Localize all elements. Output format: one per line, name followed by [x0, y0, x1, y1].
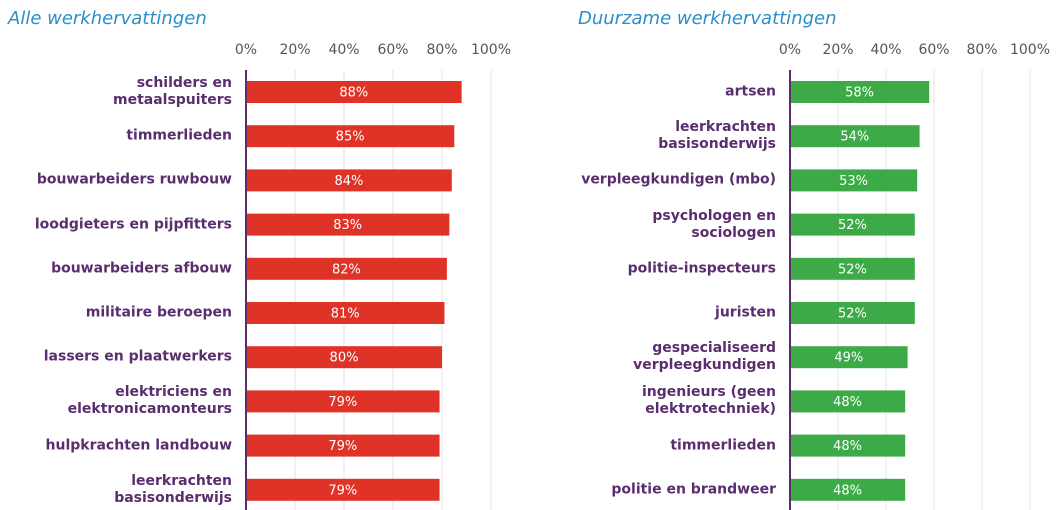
value-label: 52% [838, 218, 867, 233]
category-label: lassers en plaatwerkers [43, 348, 232, 365]
chart-title: Alle werkhervattingen [8, 8, 207, 29]
value-label: 83% [333, 218, 362, 233]
value-label: 58% [845, 86, 874, 101]
value-label: 53% [839, 174, 868, 189]
x-tick-label: 40% [328, 42, 359, 58]
category-label: verpleegkundigen (mbo) [581, 171, 776, 188]
bar [246, 346, 442, 369]
category-label: hulpkrachten landbouw [45, 437, 232, 454]
value-label: 82% [332, 262, 361, 277]
x-tick-label: 40% [870, 42, 901, 58]
bar [790, 81, 930, 103]
value-label: 79% [328, 439, 357, 454]
category-label: leerkrachten basisonderwijs [114, 472, 232, 506]
category-label: elektriciens en elektronicamonteurs [67, 384, 232, 418]
bar [246, 302, 445, 324]
bar [790, 169, 918, 192]
value-label: 84% [334, 174, 363, 189]
bar [790, 125, 920, 148]
bar [790, 346, 908, 369]
value-label: 48% [833, 395, 862, 410]
x-tick-label: 80% [966, 42, 997, 58]
bar [246, 478, 440, 501]
category-label: ingenieurs (geen elektrotechniek) [642, 384, 776, 418]
x-tick-label: 100% [471, 42, 511, 58]
category-label: politie en brandweer [611, 481, 776, 498]
category-label: schilders en metaalspuiters [112, 75, 232, 108]
x-tick-label: 20% [279, 42, 310, 58]
value-label: 79% [328, 483, 357, 498]
category-label: militaire beroepen [85, 304, 232, 321]
x-tick-label: 0% [779, 42, 801, 58]
value-label: 48% [833, 439, 862, 454]
value-label: 48% [833, 483, 862, 498]
bar [790, 478, 906, 501]
value-label: 88% [339, 86, 368, 101]
category-label: loodgieters en pijpfitters [34, 216, 232, 233]
x-tick-label: 0% [235, 42, 257, 58]
x-tick-label: 100% [1010, 42, 1050, 58]
bar [790, 390, 906, 413]
category-label: leerkrachten basisonderwijs [658, 119, 776, 153]
bar [790, 302, 915, 324]
bar [790, 213, 915, 236]
category-label: juristen [715, 304, 776, 321]
value-label: 49% [834, 351, 863, 366]
value-label: 52% [838, 307, 867, 322]
category-label: politie-inspecteurs [627, 260, 776, 277]
value-label: 81% [331, 307, 360, 322]
value-label: 85% [336, 130, 365, 145]
x-tick-label: 80% [426, 42, 457, 58]
x-tick-label: 20% [822, 42, 853, 58]
category-label: gespecialiseerd verpleegkundigen [633, 340, 776, 374]
category-label: timmerlieden [126, 127, 232, 144]
bar [246, 213, 450, 236]
bar [246, 81, 462, 103]
bar [246, 169, 452, 192]
bar [790, 434, 906, 457]
x-tick-label: 60% [377, 42, 408, 58]
category-label: psychologen en sociologen [652, 207, 776, 241]
category-label: bouwarbeiders afbouw [51, 260, 232, 277]
bar [246, 257, 447, 280]
chart-title: Duurzame werkhervattingen [578, 8, 837, 29]
bar [246, 125, 455, 148]
x-tick-label: 60% [918, 42, 949, 58]
category-label: artsen [725, 83, 776, 100]
category-label: bouwarbeiders ruwbouw [36, 171, 232, 188]
value-label: 54% [840, 130, 869, 145]
value-label: 80% [330, 351, 359, 366]
bar [246, 434, 440, 457]
value-label: 79% [328, 395, 357, 410]
bar [246, 390, 440, 413]
value-label: 52% [838, 262, 867, 277]
category-label: timmerlieden [670, 437, 776, 454]
bar [790, 257, 915, 280]
